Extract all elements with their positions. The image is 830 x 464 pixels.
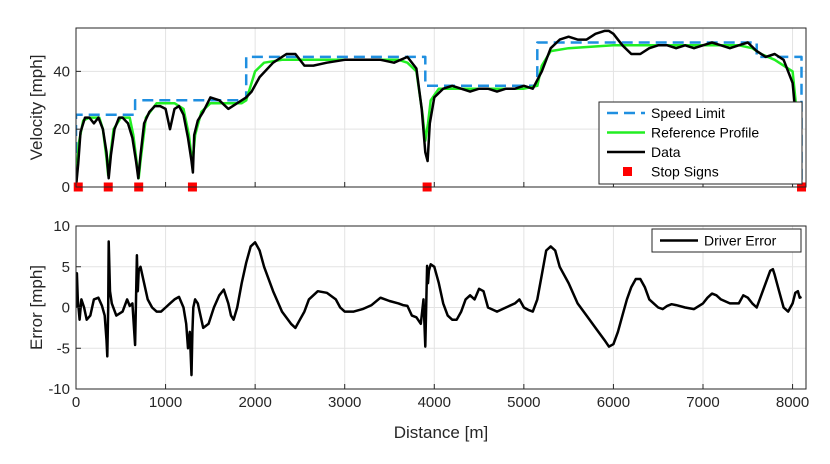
x-tick-label-2000: 2000 [238, 394, 271, 411]
x-tick-label-7000: 7000 [686, 394, 719, 411]
x-tick-label-3000: 3000 [328, 394, 361, 411]
x-tick-label-5000: 5000 [507, 394, 540, 411]
error-tick-labels: -10 -5 0 5 10 0 1000 2000 3000 4000 5000 6000 7000 80… [48, 218, 809, 411]
x-tick-label-4000: 4000 [418, 394, 451, 411]
y-tick-label-0: 0 [62, 179, 70, 196]
x-tick-label-6000: 6000 [597, 394, 630, 411]
y-tick-label-5: -5 [57, 340, 70, 357]
x-tick-label-1000: 1000 [149, 394, 182, 411]
velocity-panel: 0 20 40 Velocity [mph] Speed Limit Referenc… [27, 27, 807, 196]
legend-label-reference-profile: Reference Profile [651, 125, 759, 141]
velocity-series [76, 29, 803, 188]
legend-swatch-stop-signs [623, 167, 632, 176]
error-legend: Driver Error [651, 228, 802, 253]
legend-box [598, 101, 803, 185]
error-panel: -10 -5 0 5 10 0 1000 2000 3000 4000 5000 6000 7000 80… [27, 218, 809, 442]
distance-x-axis-label: Distance [m] [394, 423, 488, 442]
y-tick-label-40: 40 [53, 63, 70, 80]
velocity-axes-box [75, 27, 807, 188]
y-tick-label-20: 20 [53, 121, 70, 138]
legend-box [651, 228, 802, 253]
error-series [76, 240, 803, 377]
y-tick-label-10: -10 [48, 381, 70, 398]
x-tick-label-8000: 8000 [776, 394, 809, 411]
legend-label-driver-error: Driver Error [704, 233, 777, 249]
y-tick-label-10: 10 [53, 218, 70, 235]
series-line-reference-profile [76, 44, 803, 188]
y-tick-label-5: 5 [62, 259, 70, 276]
series-line-driver-error [76, 240, 803, 377]
error-y-axis-label: Error [mph] [27, 265, 46, 350]
legend-label-stop-signs: Stop Signs [651, 164, 719, 180]
series-line-data [76, 29, 803, 188]
legend-label-data: Data [651, 144, 681, 160]
velocity-y-axis-label: Velocity [mph] [27, 55, 46, 161]
y-tick-label-0: 0 [62, 300, 70, 317]
velocity-legend: Speed Limit Reference Profile Data Stop Sig… [598, 101, 803, 185]
legend-label-speed-limit: Speed Limit [651, 105, 725, 121]
x-tick-label-0: 0 [72, 394, 80, 411]
velocity-tick-labels: 0 20 40 [53, 63, 794, 196]
